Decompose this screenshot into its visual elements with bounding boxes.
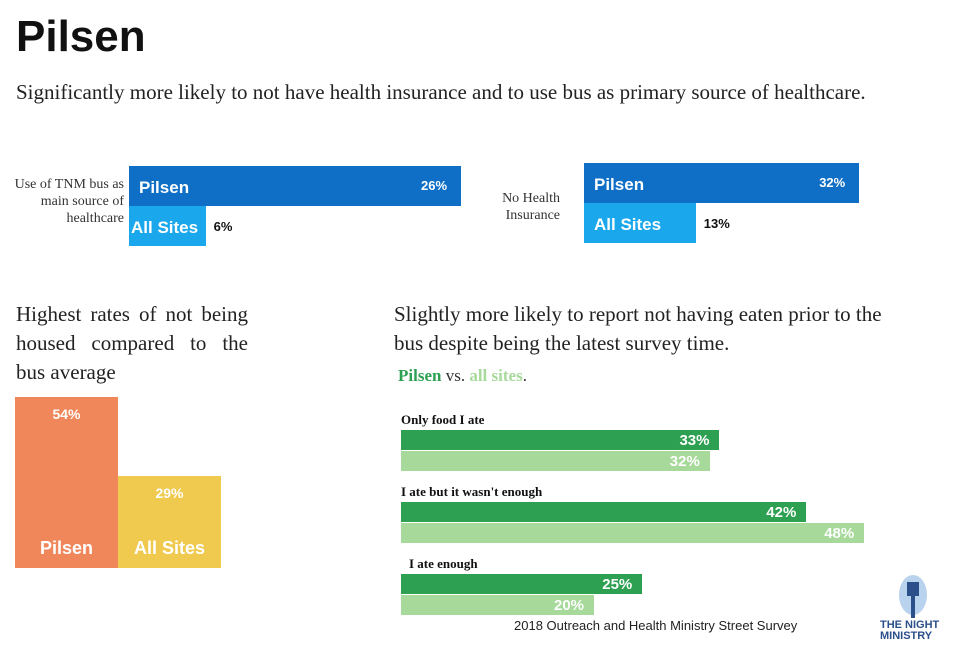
bar-Pilsen — [401, 502, 807, 522]
bar-pilsen — [584, 163, 860, 203]
legend-vs: vs. — [441, 366, 470, 385]
legend-end: . — [522, 366, 527, 385]
bar-value-label: 13% — [703, 216, 730, 231]
bar-value-label: 33% — [679, 432, 710, 449]
legend-pilsen: Pilsen — [398, 366, 442, 385]
eaten-text: Slightly more likely to report not havin… — [394, 302, 882, 355]
bar-Pilsen — [401, 574, 643, 594]
bar-pilsen — [129, 166, 462, 206]
chart1-label: Use of TNM bus as main source of healthc… — [14, 177, 124, 226]
night-ministry-logo: THE NIGHT MINISTRY — [880, 574, 956, 642]
bar-category-label: Pilsen — [594, 175, 645, 194]
housed-text: Highest rates of not being housed compar… — [16, 302, 248, 384]
column-pilsen — [15, 396, 118, 568]
category-label: I ate enough — [409, 556, 478, 571]
bar-value-label: 42% — [766, 504, 797, 521]
chart2-label: No Health Insurance — [502, 191, 560, 223]
bar-category-label: Pilsen — [139, 178, 190, 197]
bar-category-label: All Sites — [594, 215, 662, 234]
bar-all-sites — [401, 595, 594, 615]
page-title: Pilsen — [16, 12, 146, 61]
column-value-label: 54% — [52, 405, 81, 422]
bar-all-sites — [401, 523, 865, 543]
bar-value-label: 25% — [602, 576, 633, 593]
column-category-label: All Sites — [133, 538, 206, 558]
bar-Pilsen — [401, 430, 720, 450]
category-label: Only food I ate — [401, 412, 485, 427]
subtitle: Significantly more likely to not have he… — [16, 80, 866, 104]
bar-all-sites — [401, 451, 710, 471]
bar-category-label: All Sites — [131, 218, 199, 237]
column-value-label: 29% — [155, 485, 184, 502]
bar-value-label: 32% — [819, 175, 846, 190]
logo-text: THE NIGHT MINISTRY — [880, 619, 940, 642]
legend-all-sites: all sites — [469, 366, 523, 385]
bar-value-label: 32% — [669, 453, 700, 470]
bar-value-label: 48% — [824, 525, 855, 542]
lamp-post-icon — [899, 575, 927, 618]
bar-all-sites — [584, 203, 696, 243]
category-label: I ate but it wasn't enough — [401, 484, 543, 499]
eaten-legend: Pilsen vs. all sites. — [398, 366, 527, 386]
bar-value-label: 6% — [213, 219, 233, 234]
column-all-sites — [118, 476, 221, 568]
bar-all-sites — [129, 206, 206, 246]
column-category-label: Pilsen — [39, 538, 94, 558]
bar-value-label: 20% — [554, 597, 585, 614]
footer: 2018 Outreach and Health Ministry Street… — [514, 618, 798, 633]
bar-value-label: 26% — [421, 178, 448, 193]
